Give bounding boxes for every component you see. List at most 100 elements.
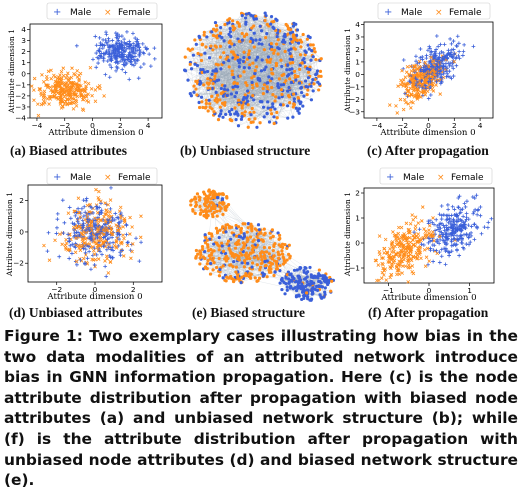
male-node: [254, 38, 258, 42]
female-node: [225, 196, 229, 200]
female-point: [430, 76, 435, 81]
female-node: [272, 48, 277, 52]
panel-c-points: [387, 34, 476, 115]
male-node: [228, 112, 233, 116]
male-point: [452, 51, 457, 56]
male-node: [252, 31, 256, 35]
male-point: [75, 219, 80, 224]
network-edge: [226, 23, 283, 76]
female-node: [252, 24, 256, 28]
male-point: [67, 205, 72, 210]
male-node: [207, 56, 212, 60]
male-node: [210, 86, 214, 91]
female-node: [197, 198, 202, 202]
female-point: [130, 242, 135, 246]
male-node: [203, 233, 207, 237]
network-edge: [250, 41, 280, 49]
male-point: [442, 54, 447, 59]
male-node: [232, 75, 236, 80]
male-point: [435, 71, 439, 76]
female-point: [75, 69, 80, 73]
female-node: [204, 98, 209, 102]
network-edge: [224, 24, 293, 82]
female-point: [32, 88, 36, 92]
male-node: [288, 52, 292, 56]
panel-a-xlabel: Attribute dimension 0: [47, 128, 143, 138]
female-point: [138, 235, 143, 240]
female-node: [230, 42, 234, 46]
male-point: [89, 267, 93, 272]
male-point: [106, 52, 111, 57]
x-tick-label: 4: [146, 121, 151, 130]
female-node: [279, 58, 283, 62]
female-node: [233, 106, 237, 110]
female-point: [50, 90, 55, 94]
female-node: [219, 192, 223, 196]
network-edge: [204, 20, 228, 36]
female-point: [119, 241, 124, 246]
male-node: [296, 41, 301, 45]
panel-d: −2 0 2−202 + Male × Female Attribute dimen…: [5, 167, 163, 302]
network-edge: [185, 57, 273, 95]
female-node: [226, 239, 231, 243]
female-node: [213, 196, 217, 200]
male-point: [131, 31, 135, 36]
female-point: [431, 67, 436, 72]
female-point: [114, 223, 118, 227]
male-point: [133, 61, 138, 66]
female-node: [231, 265, 235, 269]
male-point: [413, 76, 418, 81]
network-edge: [190, 26, 261, 51]
male-node: [234, 91, 239, 95]
male-point: [127, 42, 132, 47]
female-node: [206, 86, 210, 90]
male-node: [227, 59, 231, 63]
male-node: [215, 195, 220, 200]
panel-e: [189, 188, 335, 302]
male-point: [74, 43, 79, 48]
female-point: [96, 226, 100, 231]
female-node: [283, 49, 287, 54]
female-node: [254, 82, 259, 86]
female-node: [291, 61, 295, 65]
female-node: [250, 229, 254, 233]
female-node: [265, 275, 269, 279]
network-edge: [262, 262, 286, 274]
female-node: [223, 278, 227, 282]
female-node: [250, 26, 254, 30]
male-node: [218, 267, 222, 272]
female-point: [72, 71, 76, 76]
female-node: [240, 106, 244, 110]
network-edge: [223, 230, 226, 252]
male-point: [95, 233, 99, 237]
male-point: [441, 71, 446, 76]
male-point: [62, 220, 67, 225]
female-node: [236, 272, 240, 276]
female-node: [262, 83, 266, 87]
female-node: [248, 235, 253, 239]
male-point: [435, 74, 440, 79]
female-node: [192, 84, 196, 88]
male-node: [219, 112, 223, 116]
male-node: [214, 90, 218, 94]
male-node: [261, 105, 266, 109]
female-point: [76, 196, 81, 201]
network-edge: [248, 88, 264, 128]
female-point: [56, 75, 61, 79]
female-point: [394, 104, 398, 108]
female-node: [293, 36, 297, 40]
male-node: [309, 58, 313, 62]
female-node: [292, 92, 296, 96]
male-point: [426, 96, 431, 101]
female-node: [254, 65, 259, 69]
female-node: [276, 250, 280, 254]
female-node: [194, 79, 198, 83]
network-edge: [205, 69, 310, 108]
female-node: [287, 252, 291, 256]
male-node: [301, 104, 305, 108]
network-edge: [253, 73, 272, 77]
male-point: [96, 48, 101, 53]
female-node: [217, 98, 221, 102]
female-node: [194, 200, 198, 204]
y-tick-label: 2: [355, 45, 360, 54]
